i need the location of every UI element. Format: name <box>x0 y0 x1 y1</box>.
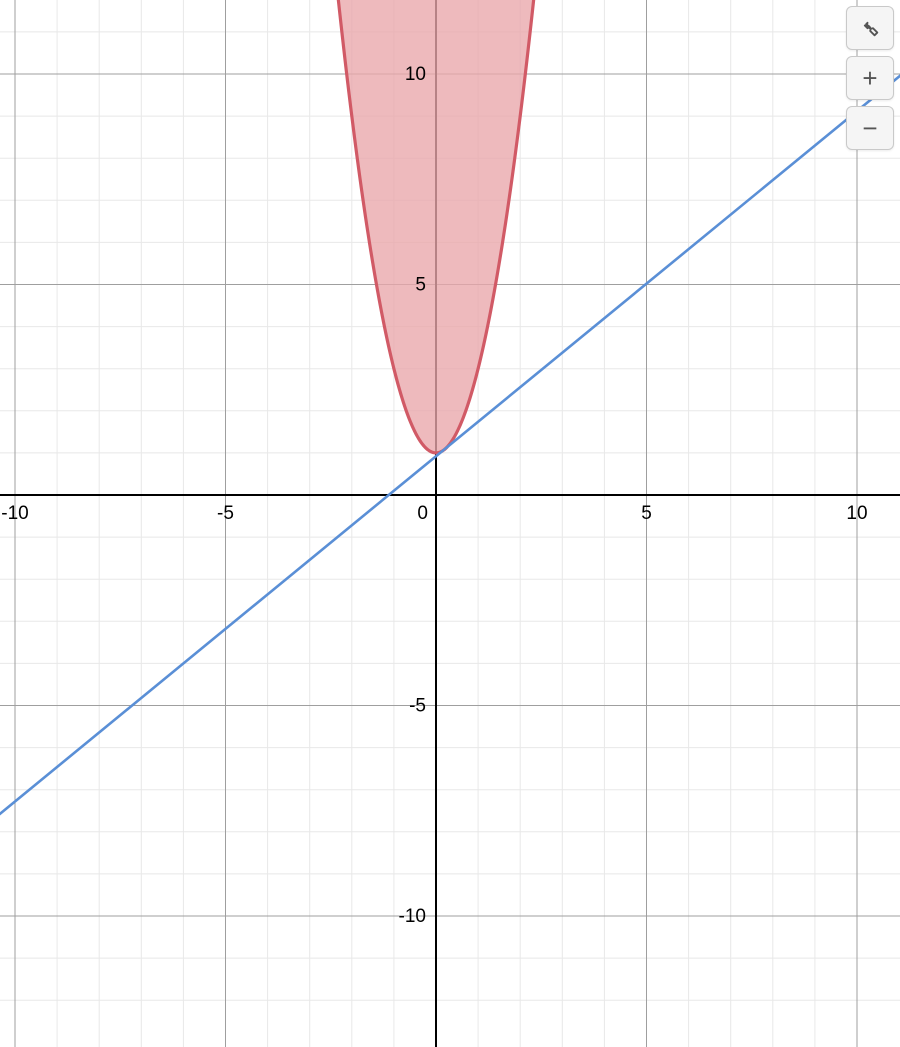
zoom-out-button[interactable]: − <box>846 106 894 150</box>
wrench-icon <box>859 17 881 39</box>
y-tick-label: 5 <box>415 275 426 296</box>
x-tick-label: -10 <box>1 503 28 524</box>
graph-toolbar: + − <box>846 6 894 150</box>
y-tick-label: 10 <box>405 64 426 85</box>
x-tick-label: 0 <box>417 503 428 524</box>
y-tick-label: -10 <box>399 906 426 927</box>
plus-icon: + <box>862 65 877 91</box>
x-tick-label: 5 <box>641 503 652 524</box>
graph-container: -10 -5 0 5 10 10 5 -5 -10 + − <box>0 0 900 1047</box>
zoom-in-button[interactable]: + <box>846 56 894 100</box>
x-tick-label: 10 <box>846 503 867 524</box>
minus-icon: − <box>862 115 877 141</box>
settings-button[interactable] <box>846 6 894 50</box>
y-tick-label: -5 <box>409 696 426 717</box>
x-tick-label: -5 <box>217 503 234 524</box>
graph-plot[interactable]: -10 -5 0 5 10 10 5 -5 -10 <box>0 0 900 1047</box>
